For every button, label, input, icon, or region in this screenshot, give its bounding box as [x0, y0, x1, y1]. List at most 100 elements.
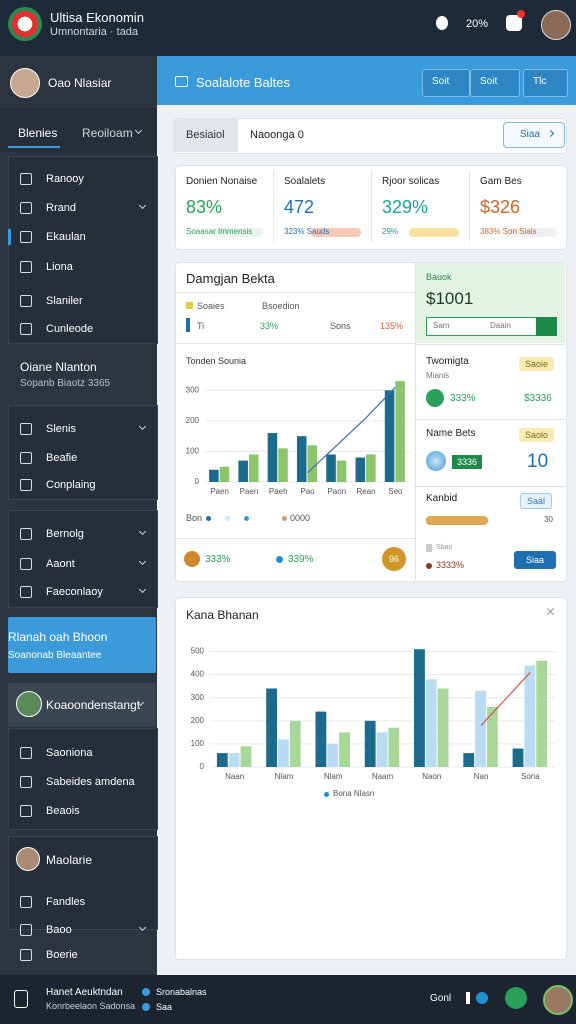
- tab[interactable]: Reoiloam: [82, 126, 133, 140]
- kpi-note: 29%: [382, 227, 399, 236]
- nav-item[interactable]: Ranooy: [46, 173, 84, 185]
- nav-item[interactable]: Liona: [46, 261, 73, 273]
- stat-badge: 96: [382, 547, 406, 571]
- nav-item[interactable]: Baoo: [46, 924, 72, 936]
- filter-tab-label: Besiaiol: [186, 129, 225, 141]
- nav-icon: [20, 805, 32, 817]
- y-tick-label: 0: [200, 762, 205, 771]
- profile-name: Koaoondenstangt: [46, 698, 141, 712]
- kpi-note: Soaasar Immensis: [186, 227, 253, 236]
- nav-item[interactable]: Fandles: [46, 896, 86, 908]
- nav-item[interactable]: Sabeides amdena: [46, 776, 135, 788]
- globe: [426, 451, 446, 471]
- sales-label: Bauok: [426, 272, 452, 282]
- nav-item[interactable]: Beafie: [46, 452, 78, 464]
- header-button[interactable]: [422, 69, 470, 97]
- input-button[interactable]: [536, 317, 557, 336]
- header-icon: [175, 76, 188, 87]
- nav-item[interactable]: Ekaulan: [46, 231, 86, 243]
- y-tick-label: 300: [186, 385, 200, 394]
- footer-link[interactable]: Sronabalnas: [156, 987, 207, 997]
- bar: [414, 649, 425, 767]
- divider: [415, 263, 416, 580]
- dot: [282, 516, 287, 521]
- notify-icon[interactable]: [506, 15, 522, 31]
- footer: [0, 975, 576, 1024]
- nav-item[interactable]: Slaniler: [46, 295, 83, 307]
- app-subtitle: Umnontaria · tada: [50, 26, 139, 38]
- bar: [327, 743, 339, 767]
- nav-item[interactable]: Beaois: [46, 805, 80, 817]
- bar: [315, 711, 327, 767]
- header-button[interactable]: [523, 69, 568, 97]
- bar: [336, 460, 347, 482]
- dot: [142, 1003, 150, 1011]
- dot: [426, 563, 432, 569]
- legend-label: Bsoedion: [262, 301, 300, 311]
- nav-item[interactable]: Cunleode: [46, 323, 94, 335]
- badge: Saoie: [519, 357, 555, 371]
- section-title: Oiane Nlanton: [20, 360, 97, 374]
- user-avatar: [10, 68, 40, 98]
- nav-item[interactable]: Conplaing: [46, 479, 96, 491]
- nav-item[interactable]: Rrand: [46, 202, 76, 214]
- divider: [176, 538, 415, 539]
- icon: [466, 992, 470, 1004]
- avatar[interactable]: [541, 10, 571, 40]
- bar: [267, 433, 278, 482]
- chart: 0 100 200 300 Paen Paen Paeh Pao Paon Rean Seo: [186, 381, 410, 496]
- icon: [476, 992, 488, 1004]
- divider: [176, 343, 415, 344]
- footer-link[interactable]: Saa: [156, 1002, 173, 1012]
- profile-name: Maolarie: [46, 853, 93, 867]
- tabs: [0, 108, 157, 152]
- dot: [206, 516, 211, 521]
- nav-item[interactable]: Boerie: [46, 949, 78, 961]
- nav-icon: [20, 231, 32, 243]
- bar: [248, 454, 259, 482]
- bar: [486, 706, 498, 767]
- bar: [289, 720, 301, 767]
- row-value: 135%: [380, 321, 404, 331]
- nav-item[interactable]: Slenis: [46, 423, 76, 435]
- x-tick-label: Rean: [357, 487, 376, 496]
- x-tick-label: Nan: [474, 772, 489, 780]
- nav-item[interactable]: Aaont: [46, 558, 75, 570]
- tag: 3336: [452, 455, 483, 469]
- icon[interactable]: [436, 16, 448, 30]
- nav-icon: [20, 173, 32, 185]
- badge: Saal: [520, 493, 553, 509]
- chart-title: Tonden Sounia: [186, 356, 247, 366]
- nav-icon: [20, 776, 32, 788]
- divider: [371, 170, 372, 242]
- action[interactable]: [505, 987, 527, 1009]
- card-icon: [426, 389, 444, 407]
- bar: [216, 753, 228, 767]
- bar: [228, 753, 240, 767]
- highlight-subtitle: Soanonab Bleaantee: [8, 650, 102, 661]
- progress: [426, 516, 488, 525]
- avatar[interactable]: [543, 985, 573, 1015]
- divider: [273, 170, 274, 242]
- bar: [339, 732, 350, 767]
- kpi-pill: [507, 228, 557, 237]
- header-button[interactable]: [470, 69, 520, 97]
- filter-tab[interactable]: [174, 119, 238, 152]
- nav-item[interactable]: Saoniona: [46, 747, 93, 759]
- highlight-card[interactable]: [8, 617, 156, 673]
- x-tick-label: Paon: [327, 487, 346, 496]
- kpi-value: $326: [480, 197, 521, 217]
- bar: [278, 448, 288, 482]
- tab[interactable]: Blenies: [18, 126, 58, 140]
- button[interactable]: Siaa: [514, 551, 556, 569]
- nav-icon: [20, 924, 32, 936]
- filter-button[interactable]: [503, 122, 565, 148]
- bar: [425, 679, 437, 767]
- nav-item[interactable]: Faeconlaoy: [46, 586, 103, 598]
- legend-dot: [324, 792, 329, 797]
- kpi-pill: [213, 228, 263, 237]
- bar: [238, 460, 248, 482]
- nav-item[interactable]: Bernolg: [46, 528, 84, 540]
- filter-field[interactable]: Naoonga 0: [250, 129, 304, 141]
- card-value: 10: [527, 451, 549, 472]
